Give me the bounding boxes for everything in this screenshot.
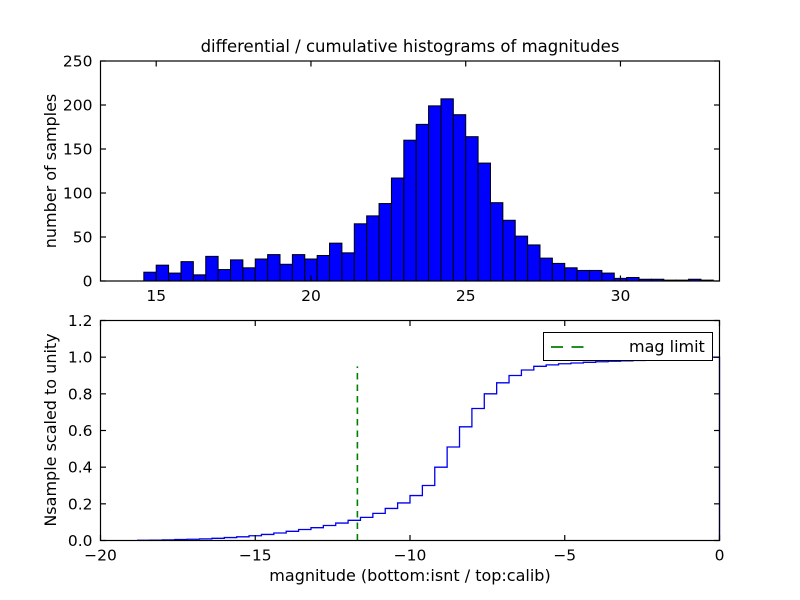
legend-dashed-line-icon bbox=[551, 345, 587, 348]
x-tick-label: −20 bbox=[84, 547, 117, 565]
x-tick-label: −5 bbox=[553, 547, 576, 565]
x-tick-label: 20 bbox=[301, 287, 321, 305]
y-tick-label: 200 bbox=[63, 97, 93, 115]
y-tick-label: 50 bbox=[73, 229, 93, 247]
legend-label: mag limit bbox=[629, 337, 705, 356]
y-tick-label: 0.8 bbox=[68, 385, 93, 403]
x-tick-label: 25 bbox=[456, 287, 476, 305]
y-tick-label: 0 bbox=[83, 273, 93, 291]
differential-histogram: 15 20 25 30 0 50 100 150 200 250 bbox=[63, 53, 721, 305]
legend-box: mag limit bbox=[543, 332, 713, 361]
y-tick-label: 0.0 bbox=[68, 532, 93, 550]
cumulative-curve bbox=[136, 356, 721, 541]
bottom-y-axis-label: Nsample scaled to unity bbox=[41, 333, 60, 527]
y-tick-label: 250 bbox=[63, 53, 93, 71]
y-tick-label: 0.6 bbox=[68, 422, 93, 440]
axes-frame bbox=[99, 60, 721, 282]
y-tick-label: 100 bbox=[63, 185, 93, 203]
x-tick-label: −10 bbox=[394, 547, 427, 565]
histogram-bars bbox=[143, 98, 714, 282]
y-tick-label: 1.0 bbox=[68, 349, 93, 367]
x-tick-label: 30 bbox=[611, 287, 631, 305]
cumulative-histogram: −20 −15 −10 −5 0 0.0 0.2 0.4 0.6 0.8 1.0 1.2 bbox=[68, 312, 725, 565]
y-tick-label: 1.2 bbox=[68, 312, 93, 330]
y-tick-label: 0.4 bbox=[68, 459, 93, 477]
y-tick-label: 150 bbox=[63, 141, 93, 159]
x-tick-label: −15 bbox=[239, 547, 272, 565]
x-tick-label: 15 bbox=[146, 287, 166, 305]
y-tick-label: 0.2 bbox=[68, 495, 93, 513]
x-axis-label: magnitude (bottom:isnt / top:calib) bbox=[269, 566, 551, 585]
chart-title: differential / cumulative histograms of … bbox=[200, 37, 620, 56]
top-y-axis-label: number of samples bbox=[41, 93, 60, 249]
x-tick-label: 0 bbox=[715, 547, 725, 565]
